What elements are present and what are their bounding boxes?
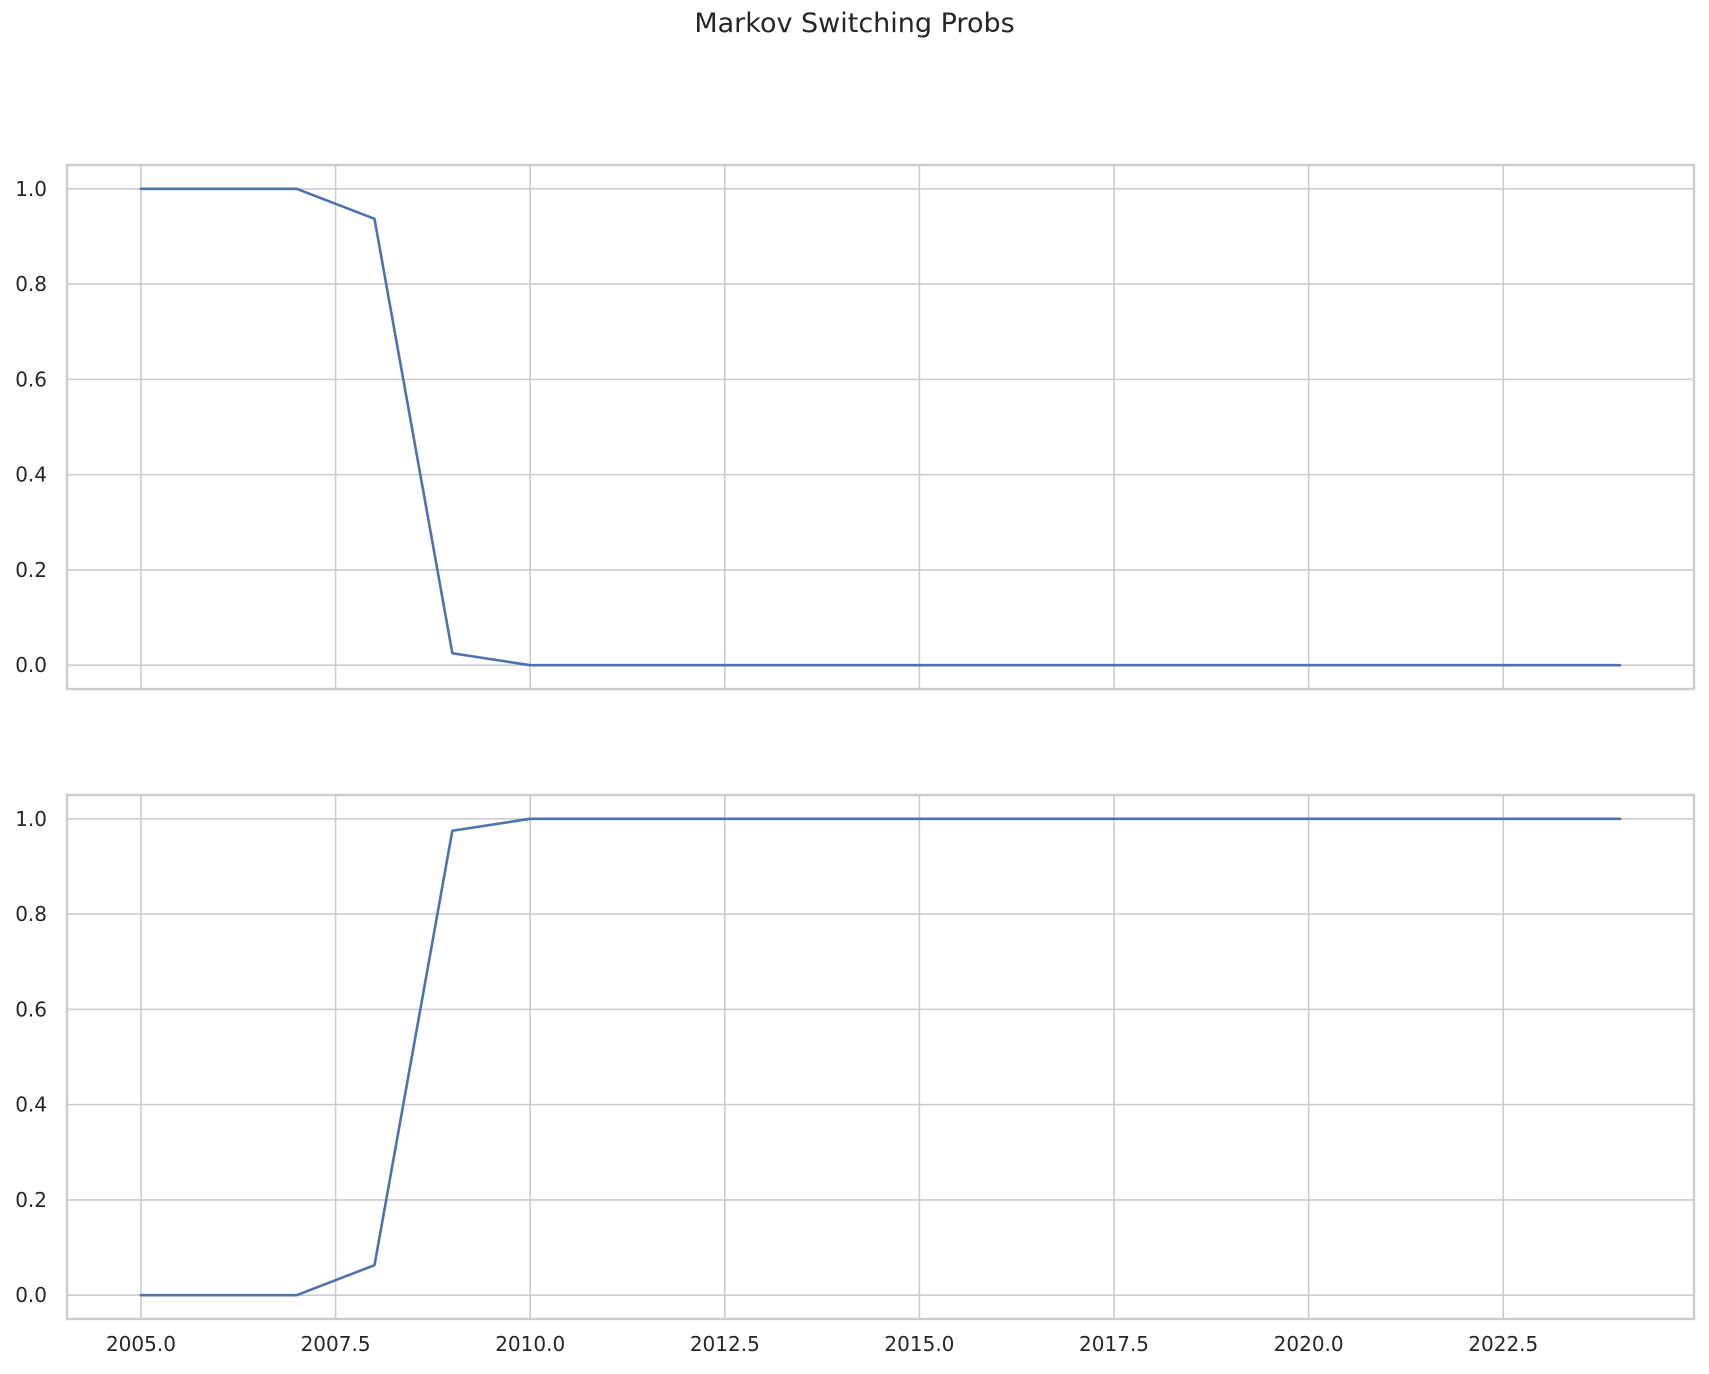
y-tick-label: 0.4 xyxy=(15,1093,47,1117)
x-tick-label: 2017.5 xyxy=(1079,1332,1149,1356)
x-tick-label: 2020.0 xyxy=(1274,1332,1344,1356)
y-tick-label: 0.0 xyxy=(15,1283,47,1307)
x-tick-label: 2015.0 xyxy=(884,1332,954,1356)
series-line xyxy=(139,817,1622,1297)
x-tick-label: 2010.0 xyxy=(495,1332,565,1356)
subplot-2: 0.0 0.2 0.4 0.6 0.8 1.0 2005.0 2007.5 2010.0 2012… xyxy=(15,793,1696,1356)
y-tick-label: 0.8 xyxy=(15,902,47,926)
figure-title: Markov Switching Probs xyxy=(694,8,1015,39)
axes-frame xyxy=(65,793,1696,1321)
subplot-1: 0.0 0.2 0.4 0.6 0.8 1.0 xyxy=(15,163,1696,691)
axes-frame xyxy=(65,163,1696,691)
x-tick-label: 2012.5 xyxy=(690,1332,760,1356)
y-tick-label: 0.0 xyxy=(15,653,47,677)
y-tick-label: 0.8 xyxy=(15,272,47,296)
x-tick-label: 2005.0 xyxy=(106,1332,176,1356)
y-tick-label: 0.2 xyxy=(15,558,47,582)
x-tick-label: 2007.5 xyxy=(301,1332,371,1356)
x-tick-label: 2022.5 xyxy=(1468,1332,1538,1356)
y-tick-label: 0.4 xyxy=(15,463,47,487)
y-tick-label: 1.0 xyxy=(15,807,47,831)
y-tick-label: 0.6 xyxy=(15,997,47,1021)
y-tick-label: 1.0 xyxy=(15,177,47,201)
series-line xyxy=(139,187,1622,667)
y-tick-label: 0.6 xyxy=(15,367,47,391)
y-tick-label: 0.2 xyxy=(15,1188,47,1212)
